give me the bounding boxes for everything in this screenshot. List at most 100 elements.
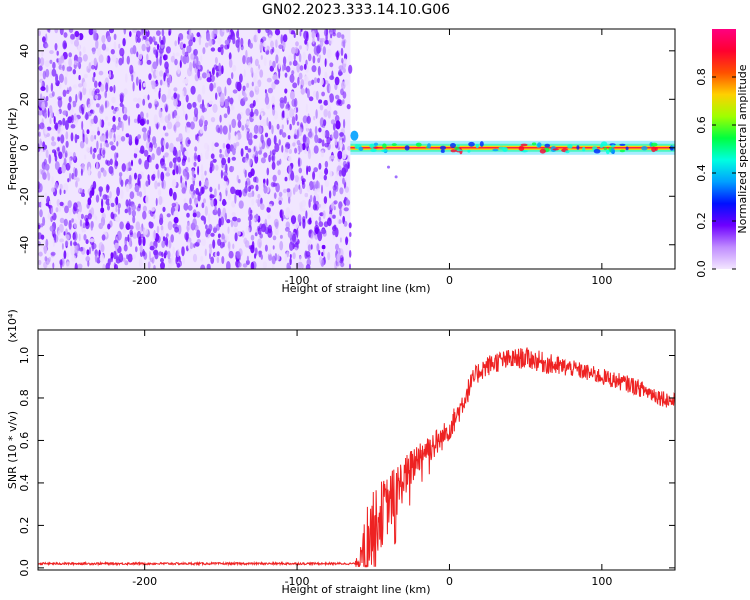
noise-mark bbox=[67, 116, 73, 124]
noise-mark bbox=[78, 75, 81, 81]
signal-mark bbox=[354, 144, 359, 150]
noise-mark bbox=[150, 206, 155, 212]
noise-mark bbox=[38, 241, 41, 247]
noise-mark bbox=[292, 252, 296, 260]
noise-mark bbox=[328, 190, 332, 199]
signal-mark bbox=[382, 143, 387, 149]
noise-mark bbox=[94, 80, 98, 88]
noise-mark bbox=[45, 43, 49, 48]
noise-mark bbox=[214, 205, 217, 213]
noise-mark bbox=[269, 150, 272, 156]
signal-mark bbox=[650, 142, 658, 147]
noise-mark bbox=[266, 77, 272, 83]
noise-mark bbox=[91, 242, 97, 250]
noise-mark bbox=[72, 100, 77, 108]
noise-mark bbox=[123, 106, 128, 115]
noise-mark bbox=[77, 263, 83, 269]
noise-mark bbox=[249, 132, 253, 140]
noise-mark bbox=[308, 147, 311, 154]
noise-mark bbox=[78, 247, 84, 252]
noise-mark bbox=[329, 29, 334, 36]
noise-mark bbox=[109, 158, 113, 166]
noise-mark bbox=[249, 103, 255, 109]
noise-mark bbox=[177, 36, 180, 45]
signal-mark bbox=[440, 149, 445, 153]
noise-mark bbox=[345, 237, 349, 243]
noise-mark bbox=[274, 79, 280, 85]
noise-mark bbox=[314, 224, 320, 234]
noise-mark bbox=[197, 94, 202, 103]
noise-mark bbox=[329, 62, 334, 68]
noise-mark bbox=[293, 108, 297, 116]
signal-mark bbox=[373, 146, 379, 149]
noise-mark bbox=[100, 83, 105, 92]
noise-mark bbox=[78, 203, 82, 213]
signal-mark bbox=[576, 145, 580, 150]
noise-mark bbox=[298, 53, 302, 63]
noise-mark bbox=[318, 249, 321, 256]
noise-mark bbox=[42, 216, 46, 226]
noise-mark bbox=[86, 249, 90, 256]
noise-mark bbox=[65, 131, 69, 140]
noise-mark bbox=[258, 241, 262, 249]
noise-mark bbox=[263, 178, 266, 184]
noise-mark bbox=[342, 160, 347, 168]
noise-mark bbox=[153, 142, 158, 149]
noise-mark bbox=[97, 170, 102, 179]
noise-mark bbox=[255, 98, 259, 103]
noise-mark bbox=[316, 188, 321, 193]
spectrogram-xtick-label: -200 bbox=[132, 274, 157, 287]
noise-mark bbox=[145, 141, 150, 149]
noise-mark bbox=[158, 251, 162, 256]
noise-mark bbox=[99, 135, 104, 142]
noise-mark bbox=[210, 256, 215, 264]
noise-mark bbox=[126, 221, 130, 227]
noise-mark bbox=[294, 184, 299, 192]
noise-mark bbox=[171, 179, 177, 188]
noise-mark bbox=[147, 134, 151, 144]
noise-mark bbox=[143, 35, 147, 40]
noise-mark bbox=[90, 146, 93, 155]
signal-mark bbox=[370, 148, 377, 153]
noise-mark bbox=[220, 44, 224, 49]
noise-mark bbox=[88, 166, 91, 177]
noise-mark bbox=[342, 177, 345, 185]
noise-mark bbox=[192, 36, 196, 43]
noise-mark bbox=[247, 148, 252, 153]
noise-mark bbox=[301, 199, 307, 208]
noise-mark bbox=[254, 58, 259, 67]
noise-mark bbox=[178, 149, 182, 158]
noise-mark bbox=[286, 262, 290, 269]
noise-mark bbox=[83, 81, 87, 89]
noise-mark bbox=[160, 225, 164, 231]
noise-mark bbox=[244, 169, 247, 178]
noise-mark bbox=[59, 201, 64, 207]
noise-mark bbox=[180, 55, 183, 63]
noise-mark bbox=[321, 229, 327, 235]
noise-mark bbox=[90, 134, 94, 142]
noise-mark bbox=[229, 124, 232, 134]
noise-mark bbox=[313, 77, 318, 84]
noise-mark bbox=[235, 189, 241, 196]
noise-mark bbox=[235, 134, 239, 142]
noise-mark bbox=[154, 99, 158, 105]
noise-mark bbox=[157, 182, 161, 187]
noise-mark bbox=[324, 71, 328, 79]
noise-mark bbox=[68, 86, 72, 92]
noise-mark bbox=[267, 224, 272, 234]
noise-mark bbox=[52, 239, 55, 247]
noise-mark bbox=[143, 250, 146, 257]
noise-mark bbox=[219, 149, 222, 154]
noise-mark bbox=[271, 255, 276, 265]
noise-mark bbox=[184, 78, 189, 84]
noise-mark bbox=[178, 163, 181, 174]
noise-mark bbox=[168, 30, 171, 36]
noise-mark bbox=[204, 180, 210, 187]
noise-mark bbox=[38, 30, 41, 37]
noise-mark bbox=[298, 167, 303, 174]
noise-mark bbox=[340, 47, 344, 57]
noise-mark bbox=[347, 155, 350, 163]
noise-mark bbox=[59, 29, 64, 36]
noise-mark bbox=[308, 96, 314, 102]
noise-mark bbox=[275, 54, 279, 64]
